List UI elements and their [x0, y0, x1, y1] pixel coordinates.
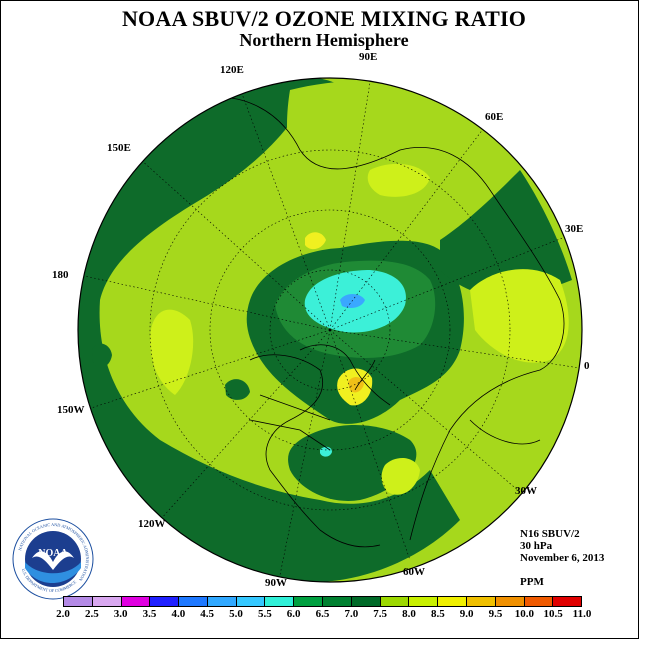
- ozone-contour-dark-green-blob-2: [225, 379, 250, 400]
- ozone-contour-lime-south: [381, 458, 420, 495]
- map-subtitle: Northern Hemisphere: [239, 30, 409, 50]
- ozone-contour-orange-max: [348, 376, 364, 393]
- colorbar-tick-label: 4.0: [171, 608, 186, 620]
- colorbar-swatch: [380, 597, 410, 606]
- colorbar-tick-label: 8.5: [430, 608, 445, 620]
- label-120e: 120E: [220, 64, 244, 76]
- colorbar-swatch: [351, 597, 381, 606]
- colorbar-tick-label: 11.0: [572, 608, 592, 620]
- colorbar-swatch: [409, 597, 439, 606]
- label-90w: 90W: [265, 577, 287, 589]
- colorbar-swatch: [150, 597, 180, 606]
- colorbar-swatch: [438, 597, 467, 606]
- colorbar-swatch: [207, 597, 237, 606]
- colorbar-tick-label: 2.5: [84, 608, 99, 620]
- ozone-contour-top-lime: [367, 163, 430, 197]
- ozone-contour-yellow-spot: [305, 232, 326, 250]
- colorbar-swatch: [553, 597, 582, 606]
- label-120w: 120W: [138, 518, 166, 530]
- instrument-label: N16 SBUV/2: [520, 528, 580, 540]
- colorbar-swatch: [179, 597, 208, 606]
- label-150e: 150E: [107, 142, 131, 154]
- pressure-level-label: 30 hPa: [520, 540, 553, 552]
- map-boundary: [77, 77, 583, 583]
- colorbar-tick-label: 6.5: [315, 608, 330, 620]
- label-180: 180: [52, 269, 69, 281]
- ozone-contour-dark-green-west: [78, 78, 460, 582]
- label-150w: 150W: [57, 404, 85, 416]
- figure-frame: [0, 0, 639, 639]
- ozone-contour-dark-green-blob: [92, 343, 112, 368]
- colorbar-swatch: [265, 597, 295, 606]
- label-60w: 60W: [403, 566, 425, 578]
- colorbar-tick-label: 8.0: [402, 608, 416, 620]
- noaa-logo: NOAA NATIONAL OCEANIC AND ATMOSPHERIC AD…: [12, 518, 94, 600]
- colorbar-swatch: [121, 597, 151, 606]
- map-title: NOAA SBUV/2 OZONE MIXING RATIO: [121, 6, 527, 31]
- label-30e: 30E: [565, 223, 584, 235]
- coastlines: [199, 97, 565, 548]
- label-90e: 90E: [359, 51, 378, 63]
- colorbar-swatch: [495, 597, 525, 606]
- colorbar-tick-label: 9.5: [488, 608, 503, 620]
- colorbar-swatch: [323, 597, 352, 606]
- colorbar-ticks: 2.0 2.5 3.0 3.5 4.0 4.5 5.0 5.5 6.0 6.5 7.0 7.5 8.0 8…: [56, 608, 591, 622]
- date-label: November 6, 2013: [520, 552, 605, 564]
- colorbar-tick-label: 10.5: [543, 608, 563, 620]
- colorbar-tick-label: 3.0: [113, 608, 128, 620]
- label-0: 0: [584, 360, 590, 372]
- colorbar: [63, 596, 582, 607]
- colorbar-tick-label: 7.0: [344, 608, 359, 620]
- colorbar-tick-label: 7.5: [373, 608, 388, 620]
- ozone-contour-lime-west: [150, 309, 194, 395]
- colorbar-swatch: [92, 597, 122, 606]
- ozone-contour-dark-green-east: [440, 170, 572, 300]
- colorbar-tick-label: 5.0: [229, 608, 243, 620]
- ozone-contour-lime-east: [470, 269, 569, 363]
- colorbar-swatch: [236, 597, 266, 606]
- ozone-contour-blue-minimum: [340, 294, 365, 308]
- colorbar-tick-label: 4.5: [200, 608, 215, 620]
- colorbar-swatch: [466, 597, 496, 606]
- label-60e: 60E: [485, 111, 504, 123]
- colorbar-swatch: [524, 597, 554, 606]
- colorbar-tick-label: 3.5: [142, 608, 157, 620]
- colorbar-swatch: [64, 597, 93, 606]
- noaa-logo-text: NOAA: [38, 548, 68, 559]
- colorbar-swatch: [294, 597, 324, 606]
- colorbar-tick-label: 6.0: [286, 608, 301, 620]
- colorbar-tick-label: 9.0: [459, 608, 474, 620]
- colorbar-tick-label: 2.0: [56, 608, 70, 620]
- label-30w: 30W: [515, 485, 537, 497]
- units-label: PPM: [520, 576, 544, 588]
- colorbar-tick-label: 5.5: [257, 608, 272, 620]
- colorbar-tick-label: 10.0: [514, 608, 534, 620]
